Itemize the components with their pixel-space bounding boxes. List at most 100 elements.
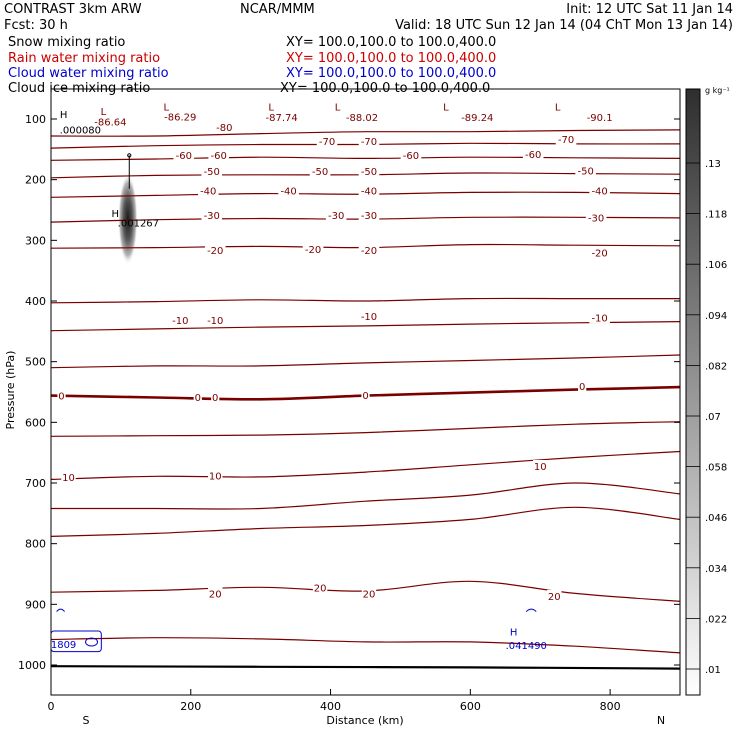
title-init: Init: 12 UTC Sat 11 Jan 14 xyxy=(566,2,733,17)
contour-label-bg xyxy=(61,470,76,483)
y-tick-label: 1000 xyxy=(18,659,46,672)
contour-label: -40 xyxy=(200,187,216,198)
legend-rain-xy: XY= 100.0,100.0 to 100.0,400.0 xyxy=(286,51,496,66)
contour-label-bg xyxy=(358,184,380,197)
y-tick-label: 200 xyxy=(25,174,46,187)
contour-label-bg xyxy=(547,589,562,602)
y-tick-label: 500 xyxy=(25,356,46,369)
extremum-value-label: .001267 xyxy=(118,219,159,230)
title-forecast: Fcst: 30 h xyxy=(4,18,68,33)
isotherm-line xyxy=(51,506,680,537)
contour-label-bg xyxy=(173,148,195,161)
y-tick-label: 900 xyxy=(25,598,46,611)
extremum-marker: L xyxy=(164,102,170,113)
contour-label-bg xyxy=(358,134,380,147)
colorbar-tick-label: .106 xyxy=(705,260,727,271)
colorbar-tick-label: .118 xyxy=(705,210,727,221)
extremum-marker: L xyxy=(335,102,341,113)
colorbar-tick-label: .13 xyxy=(705,159,721,170)
contour-label-bg xyxy=(358,165,380,178)
isotherm-line xyxy=(51,156,680,161)
snow-contour xyxy=(127,153,132,158)
colorbar-tick-label: .082 xyxy=(705,361,727,372)
contour-label-bg xyxy=(578,379,587,392)
x-axis: 0 200 400 600 800 xyxy=(48,689,621,713)
contour-label: -10 xyxy=(172,316,188,327)
contour-label-bg xyxy=(214,120,235,133)
contour-label-bg xyxy=(312,581,328,594)
isotherm-line xyxy=(51,421,680,437)
contour-label: -20 xyxy=(591,248,607,259)
x-axis-label: Distance (km) xyxy=(326,714,403,727)
contour-label-bg xyxy=(575,164,596,177)
contour-label: -10 xyxy=(207,316,223,327)
contour-label: 10 xyxy=(209,472,222,483)
extremum-marker: H xyxy=(112,209,120,220)
contour-label: -50 xyxy=(577,167,593,178)
contour-label: 10 xyxy=(534,462,547,473)
ground-line xyxy=(51,665,680,670)
contour-label-bg xyxy=(193,390,202,403)
colorbar-tick-label: .022 xyxy=(705,614,727,625)
contour-label: -60 xyxy=(403,151,419,162)
contour-label: 0 xyxy=(58,392,64,403)
x-label-north: N xyxy=(657,714,665,727)
contour-label: -30 xyxy=(328,211,344,222)
legend-cloud-water-xy: XY= 100.0,100.0 to 100.0,400.0 xyxy=(286,66,496,81)
contour-label: -60 xyxy=(211,151,227,162)
isotherm-line xyxy=(51,450,680,480)
contour-label-bg xyxy=(169,313,191,326)
contour-label-bg xyxy=(262,111,302,124)
contour-label: -30 xyxy=(588,213,604,224)
contour-label: -70 xyxy=(558,135,574,146)
colorbar-unit: g kg⁻¹ xyxy=(705,86,730,95)
contour-label: -20 xyxy=(361,246,377,257)
legend-snow: Snow mixing ratio xyxy=(8,35,125,50)
cloud-water-contour xyxy=(85,637,99,647)
y-tick-label: 300 xyxy=(25,234,46,247)
contour-label-bg xyxy=(589,184,610,197)
colorbar-tick-label: .094 xyxy=(705,311,727,322)
legend-cloud-water: Cloud water mixing ratio xyxy=(8,66,169,81)
contour-label: 20 xyxy=(209,589,222,600)
contour-label: -20 xyxy=(305,245,321,256)
isotherm-line xyxy=(51,297,680,304)
contour-label: -60 xyxy=(176,151,192,162)
title-center: NCAR/MMM xyxy=(240,2,315,17)
colorbar-tick-label: .07 xyxy=(705,412,721,423)
contour-label: -30 xyxy=(204,211,220,222)
y-tick-label: 600 xyxy=(25,416,46,429)
contour-label: -40 xyxy=(591,187,607,198)
contour-label: -40 xyxy=(280,187,296,198)
cloud-water-contour xyxy=(51,630,102,653)
contour-label: -88.02 xyxy=(346,113,378,124)
colorbar-tick-label: .01 xyxy=(705,665,721,676)
contour-label-bg xyxy=(358,310,380,323)
contour-label-bg xyxy=(57,389,66,402)
contour-label: -40 xyxy=(361,187,377,198)
contour-label: 0 xyxy=(579,382,585,393)
contour-label-bg xyxy=(278,184,299,197)
x-tick-label: 400 xyxy=(320,700,341,713)
contour-label-bg xyxy=(358,244,380,257)
contour-label: -50 xyxy=(361,167,377,178)
contour-label-bg xyxy=(208,148,230,161)
y-tick-label: 100 xyxy=(25,113,46,126)
contour-label-bg xyxy=(361,587,377,600)
y-tick-label: 700 xyxy=(25,477,46,490)
legend-snow-xy: XY= 100.0,100.0 to 100.0,400.0 xyxy=(286,35,496,50)
extremum-marker: L xyxy=(443,102,449,113)
contour-label: -60 xyxy=(525,150,541,161)
contour-label: 0 xyxy=(195,393,201,404)
cloud-water-contour xyxy=(525,608,537,612)
contour-label: -87.74 xyxy=(266,113,298,124)
y-tick-label: 800 xyxy=(25,538,46,551)
x-tick-label: 800 xyxy=(600,700,621,713)
colorbar-ramp xyxy=(685,88,701,696)
contour-label-bg xyxy=(201,208,223,221)
contour-label: -10 xyxy=(591,313,607,324)
contour-label: -70 xyxy=(319,137,335,148)
contour-label-bg xyxy=(160,110,200,123)
